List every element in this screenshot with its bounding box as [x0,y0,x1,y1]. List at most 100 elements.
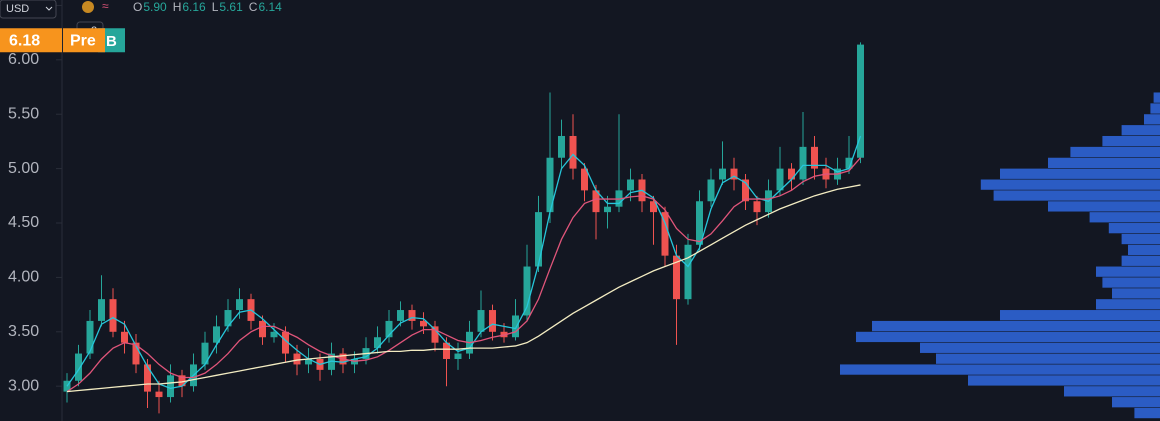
candle-body [178,375,186,387]
legend-key: C [249,0,258,14]
candle-body [673,255,680,300]
candle-body [546,157,554,213]
candle-body [121,331,128,343]
legend-value: 5.90 [143,0,167,14]
volume-profile-bar [872,320,1160,332]
candle-body [75,353,82,381]
volume-profile-bar [1153,92,1160,103]
volume-profile-bar [1108,223,1160,234]
legend-key: L [212,0,219,14]
candle-body [454,353,462,359]
moving-average [66,157,861,393]
currency: USD [6,3,29,15]
currency-select[interactable] [0,0,57,19]
volume-profile-bar [920,342,1160,353]
volume-profile-bar [1102,135,1160,147]
candle-body [684,244,692,300]
volume-profile-bar [1000,310,1160,321]
volume-profile-bar [980,179,1160,190]
candle-body [408,310,416,321]
volume-profile-bar [993,190,1160,201]
volume-profile-bar [1102,277,1160,288]
session-box [63,28,105,53]
candle-body [213,326,220,343]
candle-body [305,358,312,365]
candle-body [558,135,565,158]
candle-body [857,44,864,158]
candle-body [604,206,611,213]
y-tick-label: 5.00 [8,160,39,177]
candle-body [799,146,807,180]
plot: 3.003.504.004.505.005.506.006.50 [8,0,1160,419]
chevron [45,6,53,11]
candle-body [259,320,266,338]
volume-profile-bar [840,364,1160,375]
volume-profile-bar [1134,407,1160,419]
volume-profile-bar [1121,125,1160,136]
candle-body [282,331,289,354]
y-tick-label: 3.00 [8,377,39,394]
candle-body [707,179,715,202]
volume-profile-bar [1096,299,1160,310]
volume-profile-bar [1064,386,1160,397]
candle-body [845,157,853,169]
legend-value: 5.61 [219,0,243,14]
volume-profile-bar [1112,397,1160,408]
candle-body [776,168,784,191]
candle-body [109,299,117,332]
candle-body [753,201,761,213]
candle-body [535,212,542,267]
candle-body [385,320,393,338]
volume-profile-bar [1048,157,1160,169]
volume-profile-bar [1096,266,1160,277]
candle-body [155,391,163,398]
volume-profile-bar [1112,288,1160,299]
y-tick-label: 4.50 [8,214,39,231]
y-tick-label: 4.00 [8,269,39,286]
candle-body [788,168,795,180]
candle-body [661,212,669,256]
candle-body [719,168,726,180]
candle-body [201,342,209,365]
legend-value: 6.16 [182,0,206,14]
volume-profile-bar [1150,103,1160,114]
candle-body [443,342,450,359]
session-label: Pre [70,32,96,49]
candle-body [397,310,404,321]
legend-key: H [173,0,182,14]
candle-body [730,168,738,180]
candle-body [742,179,749,202]
price-tag: 6.18 [9,32,40,49]
y-tick-label: 3.50 [8,323,39,340]
moving-average [66,184,861,393]
volume-profile-bar [968,375,1160,386]
candle-body [627,179,634,191]
candle-body [477,310,485,332]
volume-profile-bar [1121,233,1160,245]
volume-profile-bar [1121,255,1160,266]
volume-profile-bar [1089,212,1160,223]
icon [82,1,94,13]
candle-body [650,201,657,213]
candle-body [132,342,140,365]
legend-key: O [133,0,142,14]
candle-body [431,326,439,343]
price-tags: B 6.18 Pre [0,28,125,53]
candle-body [569,135,577,169]
candle-body [581,168,588,191]
candle-body [512,315,519,338]
candle-body [374,337,381,349]
volume-profile-bar [1144,114,1160,125]
ohlc-legend: O 5.90 H 6.16 L 5.61 C 6.14 [133,0,282,14]
candle-body [293,353,301,365]
candle-body [696,201,703,245]
candle-body [236,299,243,311]
candle-body [86,320,94,354]
moving-average [66,135,862,390]
candle-body [144,364,151,392]
candle-body [167,375,174,398]
y-tick-label: 6.00 [8,51,39,68]
y-tick-label: 5.50 [8,105,39,122]
